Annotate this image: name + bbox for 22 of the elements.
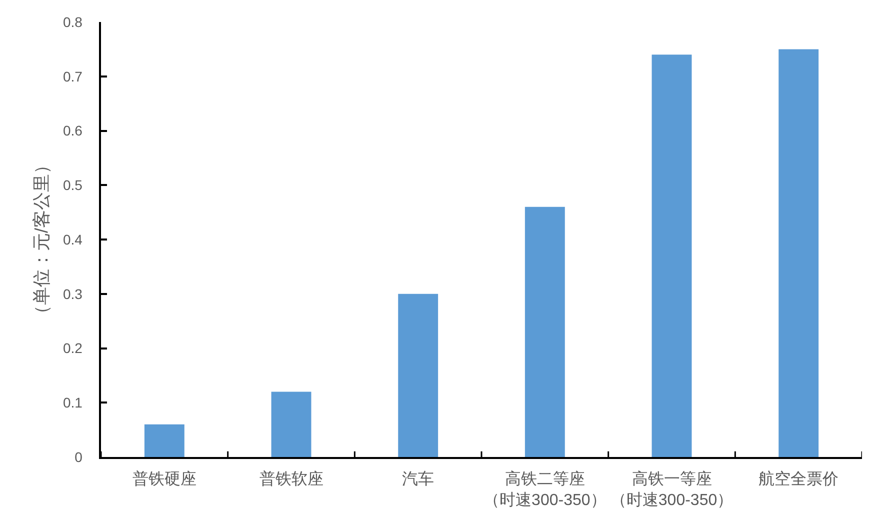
y-tick-label: 0.1 <box>62 394 83 411</box>
bar <box>271 392 312 457</box>
bar <box>398 294 438 457</box>
bar <box>778 49 819 457</box>
y-tick-label: 0.8 <box>62 14 83 30</box>
y-tick-label: 0.5 <box>62 177 83 194</box>
y-tick-label: 0.3 <box>62 286 83 302</box>
y-tick-label: 0.6 <box>62 122 83 139</box>
bar <box>524 206 565 457</box>
y-tick-label: 0 <box>74 448 83 465</box>
y-tick-label: 0.7 <box>62 68 83 84</box>
x-tick-label: 高铁一等座（时速300-350） <box>610 470 734 509</box>
x-tick-label: 普铁软座 <box>259 470 324 488</box>
y-tick-label: 0.2 <box>62 340 83 356</box>
y-axis-title: （单位：元/客公里） <box>32 156 52 324</box>
x-tick-label: 高铁二等座（时速300-350） <box>484 470 606 509</box>
y-tick-label: 0.4 <box>62 231 83 248</box>
bar <box>144 424 184 457</box>
x-tick-label: 汽车 <box>402 470 434 488</box>
x-tick-label: 普铁硬座 <box>132 470 196 488</box>
x-tick-label: 航空全票价 <box>758 470 839 488</box>
bar <box>652 54 692 457</box>
